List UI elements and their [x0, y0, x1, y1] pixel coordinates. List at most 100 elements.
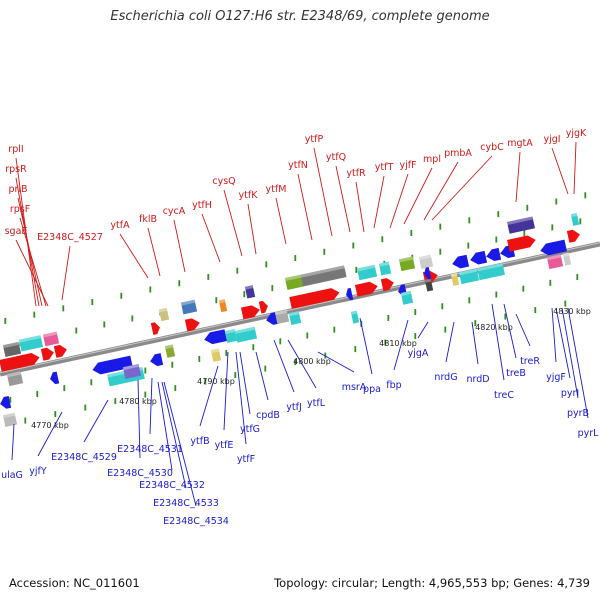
gene-block — [244, 285, 256, 299]
tick-mark — [410, 229, 413, 236]
gene-feature — [164, 344, 176, 358]
gene-feature — [400, 290, 414, 305]
gene-feature — [158, 307, 170, 322]
gene-block — [42, 331, 60, 347]
tick-mark — [444, 326, 447, 333]
gene-block — [378, 261, 392, 276]
forward-leader-line — [201, 213, 221, 263]
tick-mark — [522, 285, 525, 292]
reverse-leader-line — [515, 313, 531, 347]
reverse-leader-line — [83, 399, 109, 443]
gene-block — [224, 329, 238, 343]
gene-block-shine — [546, 254, 562, 261]
gene-block — [2, 341, 22, 357]
forward-leader-line — [515, 151, 521, 203]
reverse-leader-line — [273, 339, 295, 393]
gene-feature — [18, 335, 44, 352]
gene-feature — [284, 274, 304, 290]
reverse-gene-label: treR — [520, 356, 540, 367]
tick-mark — [564, 300, 567, 307]
reverse-leader-line — [445, 321, 455, 363]
tick-mark — [439, 223, 442, 230]
gene-arrow-forward — [150, 322, 160, 335]
gene-feature — [546, 254, 564, 270]
tick-mark — [468, 217, 471, 224]
gene-block-shine — [234, 326, 256, 334]
gene-block — [570, 212, 580, 226]
gene-feature — [398, 256, 416, 272]
tick-mark — [294, 255, 297, 262]
forward-leader-line — [313, 147, 333, 237]
reverse-leader-line — [287, 339, 317, 389]
forward-leader-line — [551, 147, 569, 195]
gene-block — [158, 307, 170, 322]
forward-leader-line — [119, 233, 149, 279]
tick-mark — [204, 378, 207, 385]
tick-mark — [36, 390, 39, 397]
forward-gene-label: ytfN — [288, 160, 308, 171]
gene-arrow-forward — [507, 235, 536, 252]
gene-arrow-reverse — [470, 250, 488, 265]
reverse-gene-label: nrdD — [466, 374, 489, 385]
forward-leader-line — [335, 165, 351, 233]
gene-block-shine — [477, 262, 504, 272]
gene-block-shine — [350, 310, 358, 315]
gene-block-shine — [356, 264, 376, 272]
forward-gene-label: rpsF — [10, 204, 30, 215]
gene-block-shine — [424, 278, 432, 283]
reverse-leader-line — [551, 307, 557, 363]
forward-gene-label: ytfR — [346, 168, 366, 179]
gene-block-shine — [18, 335, 42, 343]
forward-leader-line — [355, 181, 365, 233]
reverse-gene-label: ytfB — [190, 436, 209, 447]
gene-feature — [562, 252, 572, 266]
gene-block-shine — [274, 309, 288, 316]
tick-mark — [354, 346, 357, 353]
gene-arrow-forward — [380, 278, 394, 292]
gene-arrow-forward — [0, 353, 40, 372]
gene-arrow-reverse — [150, 353, 164, 367]
forward-gene-label: ytfA — [110, 220, 130, 231]
tick-mark — [174, 385, 177, 392]
gene-block-shine — [570, 212, 578, 218]
tick-mark — [236, 267, 239, 274]
scale-labels: 4770 kbp 4780 kbp 4790 kbp 4800 kbp 4810 kbp… — [31, 307, 591, 430]
gene-arrow-forward — [258, 300, 268, 314]
forward-leader-line — [403, 167, 433, 225]
forward-gene-label: sgaE — [5, 226, 28, 237]
reverse-leader-line — [199, 365, 219, 427]
tick-mark — [523, 230, 526, 237]
gene-block-shine — [42, 331, 58, 338]
gene-feature — [354, 281, 378, 297]
reverse-leader-line — [255, 351, 269, 401]
gene-labels: rplI rpsR priB rpsF sgaE E2348C_4527 ytfA fklB c… — [1, 128, 599, 527]
reverse-gene-label: E2348C_4531 — [117, 444, 183, 455]
tick-mark — [306, 332, 309, 339]
tick-mark — [495, 236, 498, 243]
gene-block-shine — [2, 341, 20, 349]
forward-gene-label: rpsR — [5, 164, 27, 175]
tick-mark — [90, 379, 93, 386]
tick-mark — [33, 311, 36, 318]
gene-block-shine — [288, 311, 300, 317]
gene-block — [2, 412, 18, 427]
tick-mark — [555, 198, 558, 205]
gene-block — [18, 335, 44, 352]
forward-leader-line — [573, 141, 577, 195]
forward-leader-line — [19, 217, 47, 307]
reverse-gene-label: E2348C_4529 — [51, 452, 117, 463]
reverse-gene-label: ytfL — [307, 398, 326, 409]
reverse-leader-line — [393, 319, 409, 371]
forward-gene-label: rplI — [8, 144, 23, 155]
tick-mark — [504, 313, 507, 320]
gene-feature — [53, 344, 67, 358]
tick-mark — [63, 385, 66, 392]
gene-feature — [0, 395, 12, 409]
forward-gene-label: ytfM — [266, 184, 287, 195]
tick-mark — [91, 299, 94, 306]
gene-block — [398, 256, 416, 272]
forward-leader-line — [389, 173, 409, 229]
tick-mark — [4, 317, 7, 324]
reverse-leader-line — [471, 321, 479, 365]
gene-arrow-reverse — [452, 254, 470, 269]
